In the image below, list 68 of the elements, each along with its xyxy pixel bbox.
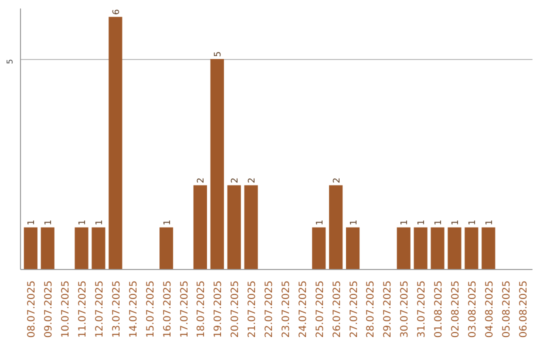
data-label: 1 — [484, 220, 495, 226]
x-tick-label: 28.07.2025 — [366, 280, 377, 338]
x-tick-label: 15.07.2025 — [145, 280, 156, 338]
x-tick-label: 29.07.2025 — [382, 280, 394, 338]
x-tick-label: 30.07.2025 — [400, 280, 411, 338]
x-tick-label: 23.07.2025 — [280, 280, 292, 338]
x-tick-label: 09.07.2025 — [44, 280, 55, 338]
x-tick-label: 10.07.2025 — [60, 280, 72, 338]
x-tick-label: 20.07.2025 — [230, 280, 242, 338]
bar — [329, 185, 343, 270]
data-label: 1 — [451, 220, 462, 226]
bar — [74, 227, 88, 270]
bar — [160, 227, 174, 270]
bar — [227, 185, 241, 270]
bar — [464, 227, 478, 270]
x-tick-label: 04.08.2025 — [484, 280, 496, 338]
bar — [482, 227, 496, 270]
bar — [24, 227, 38, 270]
x-tick-label: 26.07.2025 — [332, 280, 343, 338]
bar — [448, 227, 462, 270]
data-label: 6 — [112, 8, 122, 15]
bar — [244, 185, 258, 270]
data-label: 1 — [27, 220, 38, 226]
bar — [40, 227, 54, 270]
x-tick-label: 08.07.2025 — [26, 280, 38, 338]
x-tick-label: 03.08.2025 — [467, 280, 478, 338]
x-tick-label: 22.07.2025 — [264, 280, 276, 338]
x-tick-label: 16.07.2025 — [162, 280, 174, 338]
x-tick-label: 31.07.2025 — [416, 280, 428, 338]
x-tick-label: 18.07.2025 — [196, 280, 208, 338]
data-label: 1 — [349, 220, 360, 226]
x-tick-label: 13.07.2025 — [111, 280, 122, 338]
bar — [312, 227, 326, 270]
data-label: 1 — [44, 220, 54, 226]
x-tick-label: 21.07.2025 — [247, 280, 258, 338]
data-label: 1 — [162, 220, 173, 226]
data-label: 2 — [248, 178, 258, 184]
bar — [210, 59, 224, 270]
data-label: 5 — [214, 51, 224, 58]
data-label: 1 — [94, 220, 105, 226]
data-label: 2 — [230, 178, 241, 184]
bar — [193, 185, 207, 270]
bar — [414, 227, 428, 270]
data-label: 1 — [468, 220, 478, 226]
x-tick-label: 25.07.2025 — [314, 280, 326, 338]
data-label: 1 — [400, 220, 410, 226]
x-tick-label: 05.08.2025 — [501, 280, 512, 338]
bar — [346, 227, 360, 270]
data-label: 1 — [434, 220, 444, 226]
x-tick-label: 14.07.2025 — [128, 280, 140, 338]
x-tick-label: 06.08.2025 — [518, 280, 530, 338]
data-label: 2 — [332, 178, 342, 184]
bar — [396, 227, 410, 270]
bar — [430, 227, 444, 270]
x-tick-label: 19.07.2025 — [213, 280, 224, 338]
x-tick-label: 24.07.2025 — [298, 280, 309, 338]
x-tick-label: 02.08.2025 — [450, 280, 462, 338]
x-tick-label: 27.07.2025 — [348, 280, 360, 338]
x-tick-label: 12.07.2025 — [94, 280, 106, 338]
x-tick-label: 11.07.2025 — [78, 280, 89, 338]
data-label: 1 — [417, 220, 428, 226]
x-tick-label: 01.08.2025 — [434, 280, 445, 338]
data-label: 1 — [315, 220, 326, 226]
bar — [92, 227, 106, 270]
data-label: 1 — [78, 220, 88, 226]
bar — [108, 16, 122, 270]
x-tick-label: 17.07.2025 — [179, 280, 190, 338]
data-label: 2 — [196, 178, 207, 184]
